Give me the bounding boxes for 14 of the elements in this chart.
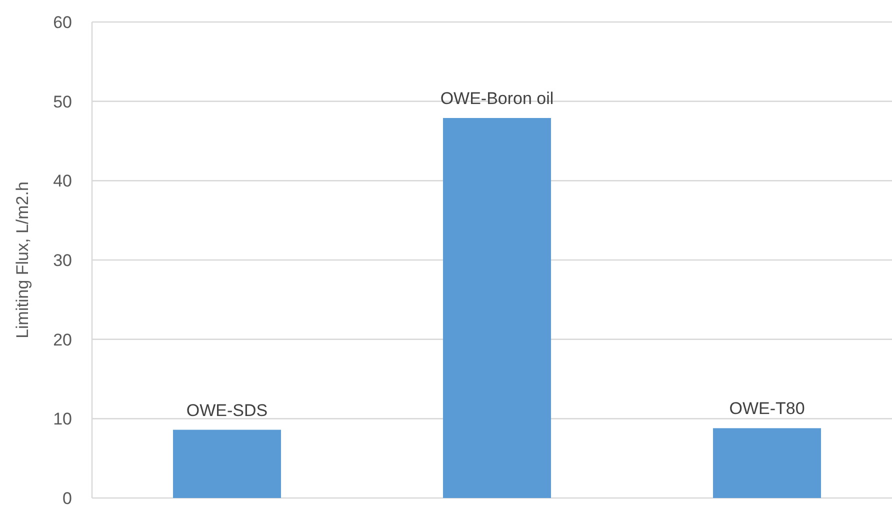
bar	[443, 118, 551, 498]
y-tick-label: 50	[53, 92, 72, 112]
x-tick-label: OWE-Boron oil	[440, 88, 554, 108]
bar	[173, 430, 281, 498]
y-tick-label: 60	[53, 12, 72, 32]
y-axis-title: Limiting Flux, L/m2.h	[13, 182, 32, 338]
x-tick-label: OWE-T80	[729, 399, 805, 418]
y-tick-label: 40	[53, 172, 72, 191]
bar	[713, 428, 821, 498]
y-tick-label: 20	[53, 330, 72, 350]
x-tick-label: OWE-SDS	[186, 400, 268, 420]
y-tick-label: 0	[62, 488, 72, 508]
y-tick-label: 10	[53, 410, 72, 429]
y-tick-label: 30	[53, 250, 72, 270]
